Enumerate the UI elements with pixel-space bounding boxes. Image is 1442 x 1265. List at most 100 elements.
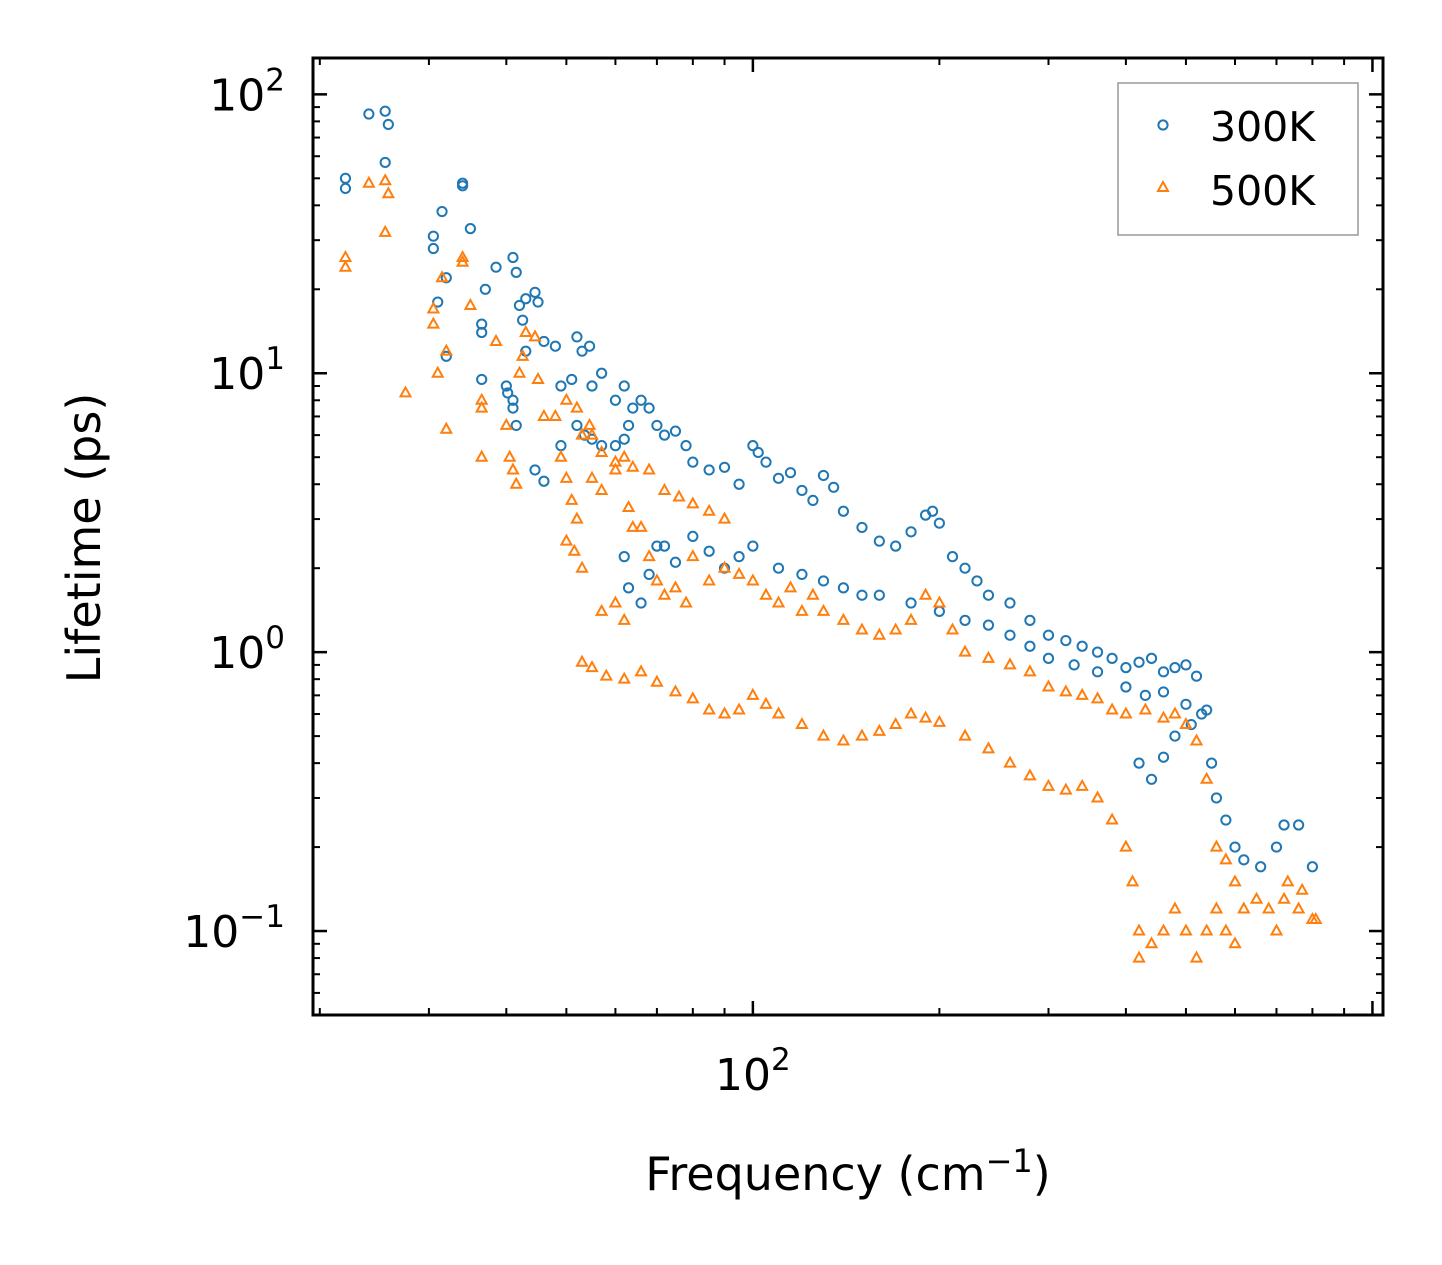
point-300K bbox=[837, 505, 850, 517]
point-300K bbox=[856, 521, 868, 534]
point-500K bbox=[686, 549, 700, 562]
point-500K bbox=[1168, 706, 1182, 719]
point-300K bbox=[618, 433, 630, 445]
axis-ticks bbox=[313, 58, 1383, 1016]
point-300K bbox=[658, 540, 671, 552]
point-300K bbox=[339, 182, 352, 195]
point-500K bbox=[932, 714, 947, 727]
point-500K bbox=[795, 716, 809, 730]
point-500K bbox=[872, 627, 887, 640]
point-500K bbox=[512, 365, 527, 378]
point-500K bbox=[463, 297, 478, 310]
point-500K bbox=[564, 492, 579, 505]
point-500K bbox=[1075, 778, 1089, 791]
point-500K bbox=[732, 566, 746, 579]
point-500K bbox=[1138, 702, 1153, 715]
point-500K bbox=[559, 470, 574, 483]
point-500K bbox=[686, 496, 700, 509]
point-300K bbox=[1180, 659, 1192, 671]
point-500K bbox=[426, 301, 441, 314]
point-500K bbox=[528, 329, 542, 342]
point-300K bbox=[538, 335, 550, 348]
point-300K bbox=[555, 440, 567, 452]
point-500K bbox=[1199, 923, 1214, 936]
point-500K bbox=[575, 654, 589, 667]
point-300K bbox=[687, 530, 699, 543]
point-300K bbox=[555, 380, 567, 392]
point-300K bbox=[576, 345, 588, 357]
point-500K bbox=[506, 462, 520, 475]
point-300K bbox=[905, 526, 917, 538]
point-500K bbox=[608, 454, 623, 467]
point-500K bbox=[650, 674, 664, 687]
point-500K bbox=[732, 702, 746, 715]
point-500K bbox=[617, 671, 631, 684]
point-500K bbox=[1269, 923, 1284, 936]
point-300K bbox=[1004, 629, 1016, 641]
point-300K bbox=[583, 340, 596, 352]
legend: 300K 500K bbox=[1117, 82, 1359, 236]
point-500K bbox=[1059, 684, 1073, 697]
point-500K bbox=[1003, 657, 1017, 670]
point-300K bbox=[933, 517, 945, 529]
point-500K bbox=[608, 462, 623, 475]
point-300K bbox=[959, 562, 971, 574]
point-500K bbox=[1168, 901, 1182, 914]
point-300K bbox=[959, 614, 971, 626]
point-500K bbox=[702, 503, 716, 516]
point-500K bbox=[1105, 702, 1119, 715]
point-300K bbox=[1120, 681, 1132, 693]
point-300K bbox=[784, 467, 797, 479]
point-500K bbox=[795, 603, 809, 616]
point-500K bbox=[531, 371, 545, 384]
point-300K bbox=[971, 575, 983, 587]
y-tick-label: 102 bbox=[209, 62, 285, 121]
point-500K bbox=[679, 595, 693, 608]
point-300K bbox=[680, 440, 692, 452]
point-300K bbox=[1306, 861, 1319, 873]
point-500K bbox=[981, 650, 996, 663]
point-500K bbox=[474, 449, 489, 462]
point-300K bbox=[513, 299, 526, 312]
point-500K bbox=[771, 595, 786, 608]
point-500K bbox=[626, 519, 640, 532]
legend-marker-300k bbox=[1157, 119, 1169, 131]
point-500K bbox=[1228, 874, 1242, 887]
point-300K bbox=[1068, 659, 1080, 671]
point-500K bbox=[1189, 950, 1204, 963]
point-300K bbox=[687, 456, 699, 468]
point-300K bbox=[933, 605, 945, 617]
point-300K bbox=[1157, 686, 1170, 698]
legend-label-300k: 300K bbox=[1210, 103, 1316, 151]
point-500K bbox=[439, 421, 453, 434]
point-500K bbox=[594, 482, 609, 495]
point-300K bbox=[651, 419, 663, 432]
point-500K bbox=[570, 400, 584, 413]
point-300K bbox=[1042, 652, 1055, 664]
point-300K bbox=[596, 440, 608, 452]
point-500K bbox=[1281, 874, 1295, 887]
point-300K bbox=[817, 575, 830, 587]
point-300K bbox=[817, 469, 830, 482]
point-300K bbox=[507, 402, 519, 414]
point-500K bbox=[759, 587, 773, 600]
point-300K bbox=[464, 223, 476, 235]
point-500K bbox=[431, 365, 445, 378]
point-300K bbox=[796, 568, 808, 581]
point-300K bbox=[529, 464, 541, 476]
point-500K bbox=[1132, 923, 1146, 936]
point-500K bbox=[378, 173, 392, 186]
point-500K bbox=[1291, 901, 1306, 914]
point-500K bbox=[888, 716, 903, 730]
point-300K bbox=[733, 551, 745, 563]
point-500K bbox=[378, 224, 392, 237]
point-300K bbox=[382, 118, 394, 131]
point-300K bbox=[440, 350, 452, 362]
point-300K bbox=[529, 286, 541, 298]
point-500K bbox=[608, 595, 623, 608]
point-500K bbox=[668, 580, 683, 593]
point-300K bbox=[476, 373, 488, 386]
point-500K bbox=[759, 696, 773, 709]
y-axis-title: Lifetime (ps) bbox=[57, 393, 111, 684]
point-300K bbox=[596, 367, 608, 379]
